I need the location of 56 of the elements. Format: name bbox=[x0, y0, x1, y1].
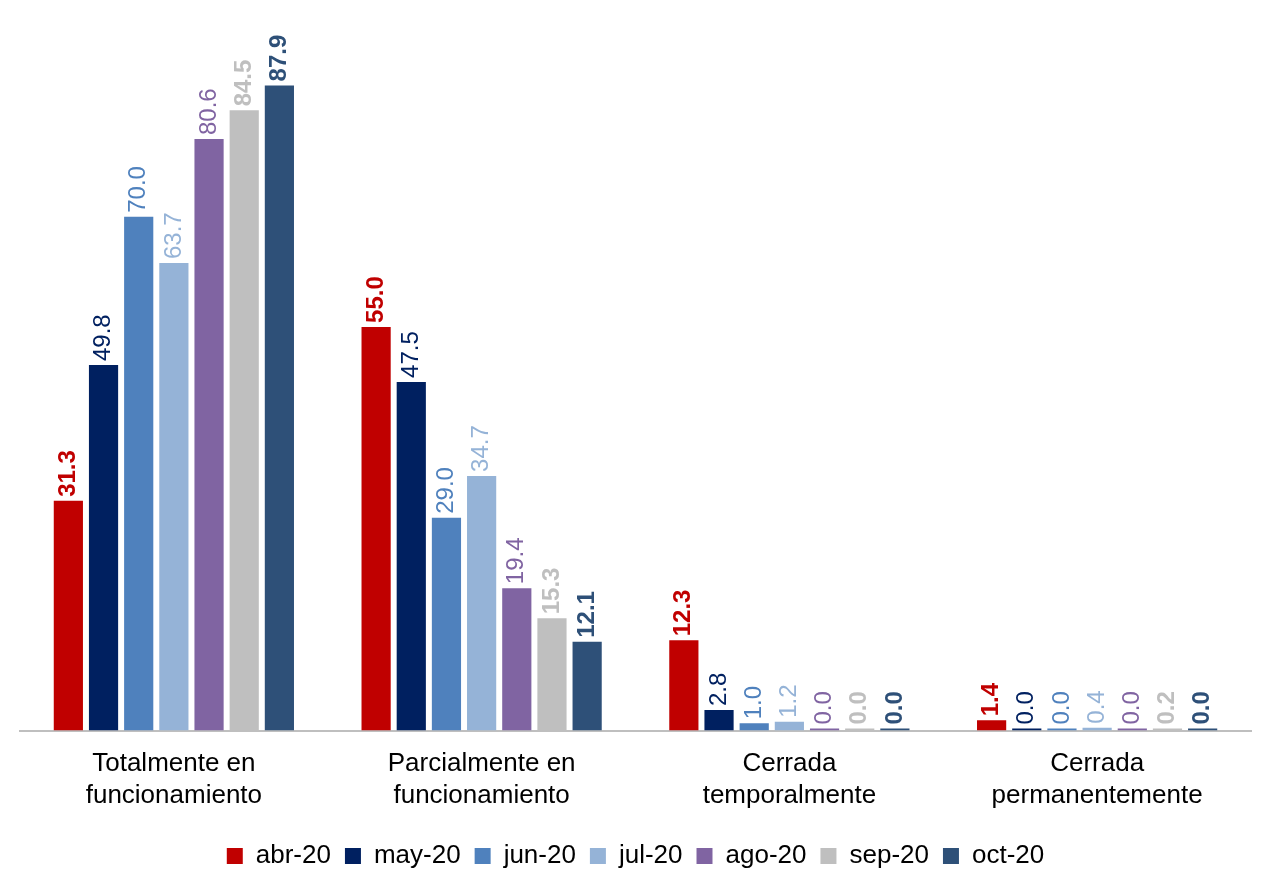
data-label: 0.0 bbox=[1046, 691, 1074, 725]
legend-label: oct-20 bbox=[971, 839, 1045, 870]
data-label: 0.0 bbox=[809, 691, 837, 725]
data-label: 1.0 bbox=[738, 685, 766, 720]
x-tick-label: Totalmente en funcionamiento bbox=[85, 747, 263, 809]
bar bbox=[124, 216, 154, 731]
bar bbox=[977, 720, 1007, 731]
data-label: 12.1 bbox=[571, 591, 599, 638]
data-label: 0.0 bbox=[879, 691, 907, 725]
data-label: 1.4 bbox=[976, 682, 1004, 717]
data-label: 47.5 bbox=[395, 331, 423, 378]
bar bbox=[704, 710, 734, 731]
data-label: 31.3 bbox=[52, 450, 80, 497]
bar bbox=[264, 85, 294, 731]
bar bbox=[361, 326, 391, 731]
data-label: 63.7 bbox=[158, 212, 186, 260]
data-label: 70.0 bbox=[123, 166, 151, 213]
bar bbox=[572, 641, 602, 731]
bar bbox=[669, 640, 699, 731]
bar bbox=[502, 588, 532, 731]
data-label: 87.9 bbox=[264, 34, 292, 82]
bar bbox=[431, 517, 462, 731]
x-tick-label: Parcialmente en funcionamiento bbox=[387, 747, 576, 809]
data-label: 19.4 bbox=[501, 537, 529, 585]
data-label: 1.2 bbox=[774, 684, 801, 718]
bar bbox=[467, 475, 497, 731]
legend-label: may-20 bbox=[373, 839, 461, 870]
data-label: 29.0 bbox=[431, 467, 459, 514]
bar bbox=[194, 139, 224, 731]
bar bbox=[739, 723, 769, 731]
data-label: 84.5 bbox=[228, 59, 256, 107]
legend-label: sep-20 bbox=[849, 839, 929, 870]
data-label: 0.0 bbox=[1011, 691, 1039, 725]
bar bbox=[774, 721, 804, 731]
data-label: 34.7 bbox=[466, 425, 494, 472]
data-label: 2.8 bbox=[703, 672, 731, 707]
data-label: 0.0 bbox=[1187, 691, 1215, 725]
legend-label: jul-20 bbox=[617, 839, 683, 870]
legend-label: ago-20 bbox=[725, 839, 807, 870]
bar bbox=[396, 381, 426, 731]
x-tick-label: Cerrada temporalmente bbox=[702, 747, 877, 809]
legend-label: abr-20 bbox=[255, 839, 331, 870]
bar bbox=[53, 500, 83, 731]
bar bbox=[159, 263, 189, 731]
data-label: 49.8 bbox=[88, 314, 116, 362]
bar bbox=[88, 365, 119, 731]
x-tick-label: Cerrada permanentemente bbox=[991, 747, 1203, 809]
data-label: 12.3 bbox=[668, 589, 696, 637]
legend-label: jun-20 bbox=[502, 839, 576, 870]
data-label: 80.6 bbox=[193, 88, 221, 135]
data-label: 55.0 bbox=[360, 276, 388, 323]
data-label: 0.0 bbox=[844, 691, 872, 725]
data-label: 0.4 bbox=[1081, 690, 1109, 724]
data-label: 15.3 bbox=[536, 567, 564, 615]
data-label: 0.0 bbox=[1116, 691, 1144, 725]
data-label: 0.2 bbox=[1152, 691, 1180, 725]
